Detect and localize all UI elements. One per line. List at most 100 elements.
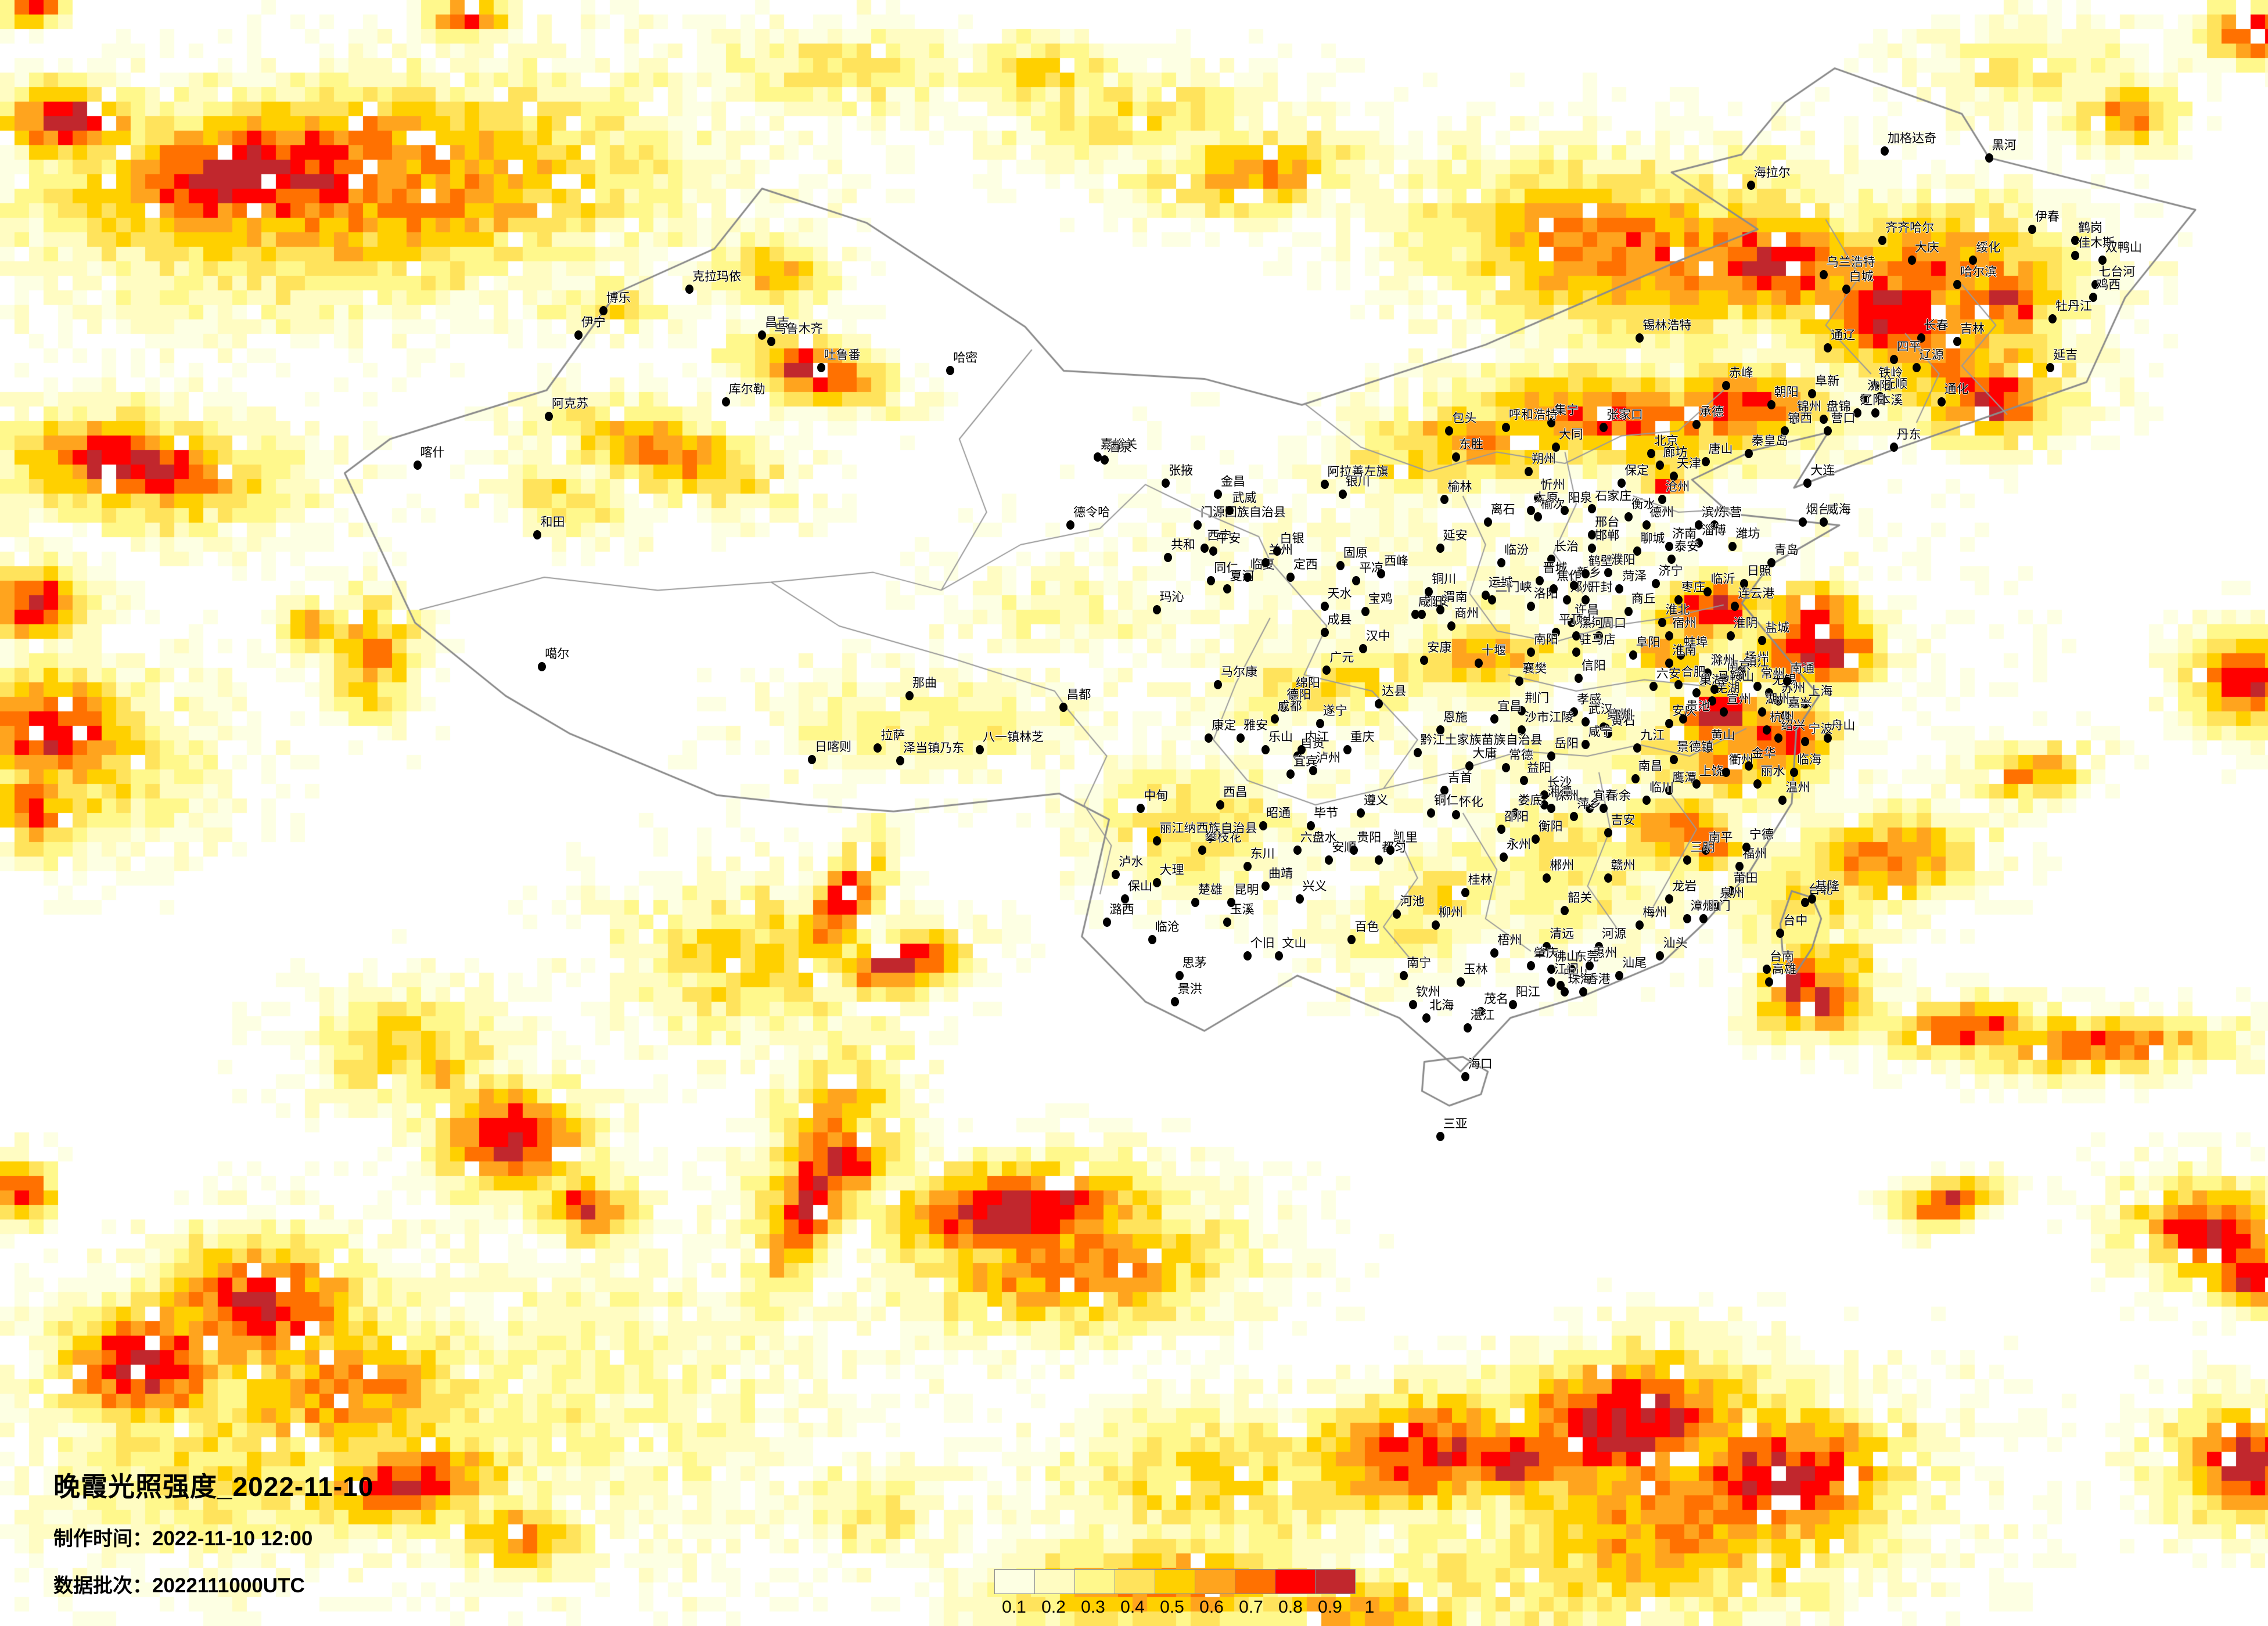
city-label: 滁州 bbox=[1710, 654, 1735, 668]
city-label: 潞西 bbox=[1109, 902, 1134, 916]
city-marker: 台中 bbox=[1776, 914, 1807, 938]
city-label: 武汉 bbox=[1588, 703, 1613, 717]
city-label: 马尔康 bbox=[1220, 665, 1257, 679]
city-label: 黔江土家族苗族自治县 bbox=[1420, 733, 1543, 747]
city-dot-icon bbox=[1237, 733, 1245, 743]
city-label: 丹东 bbox=[1896, 428, 1921, 441]
legend-tick-label: 0.9 bbox=[1318, 1598, 1342, 1617]
city-dot-icon bbox=[1501, 762, 1510, 772]
city-label: 保定 bbox=[1624, 463, 1649, 477]
city-label: 昭通 bbox=[1266, 807, 1291, 821]
city-label: 成县 bbox=[1327, 613, 1352, 627]
city-dot-icon bbox=[1352, 575, 1361, 585]
city-dot-icon bbox=[1701, 846, 1710, 855]
city-label: 钦州 bbox=[1415, 985, 1440, 999]
city-dot-icon bbox=[1799, 517, 1807, 527]
city-dot-icon bbox=[1066, 520, 1075, 530]
city-dot-icon bbox=[1710, 685, 1719, 695]
city-marker: 北京 bbox=[1647, 434, 1678, 459]
city-dot-icon bbox=[533, 530, 542, 540]
city-marker: 益阳 bbox=[1520, 761, 1551, 785]
city-label: 大庸 bbox=[1472, 746, 1497, 760]
city-label: 龙岩 bbox=[1672, 880, 1697, 894]
city-marker: 齐齐哈尔 bbox=[1878, 221, 1934, 246]
city-marker: 临川 bbox=[1642, 781, 1674, 805]
city-dot-icon bbox=[1889, 443, 1898, 452]
city-dot-icon bbox=[1497, 557, 1506, 567]
city-dot-icon bbox=[1216, 800, 1224, 810]
city-marker: 阜阳 bbox=[1629, 636, 1660, 660]
city-dot-icon bbox=[1207, 575, 1216, 585]
city-marker: 贵池 bbox=[1678, 700, 1710, 724]
city-label: 丽水 bbox=[1760, 764, 1785, 778]
city-label: 石家庄 bbox=[1595, 490, 1632, 503]
city-dot-icon bbox=[1526, 647, 1535, 657]
city-dot-icon bbox=[1642, 520, 1651, 530]
city-label: 黄山 bbox=[1710, 729, 1735, 742]
city-label: 宜昌 bbox=[1497, 699, 1522, 713]
city-marker: 新余 bbox=[1599, 789, 1631, 813]
legend-tick-label: 0.7 bbox=[1239, 1598, 1263, 1617]
legend-tick-label: 0.5 bbox=[1160, 1598, 1184, 1617]
city-label: 淮南 bbox=[1672, 644, 1697, 658]
city-marker: 大庆 bbox=[1907, 241, 1939, 265]
city-label: 青岛 bbox=[1774, 543, 1799, 557]
city-dot-icon bbox=[1647, 449, 1655, 459]
city-label: 定西 bbox=[1293, 558, 1318, 571]
city-marker: 六安 bbox=[1649, 667, 1681, 691]
city-label: 辽源 bbox=[1919, 348, 1944, 362]
city-dot-icon bbox=[1400, 971, 1408, 980]
city-dot-icon bbox=[1719, 673, 1728, 683]
city-marker: 锡林浩特 bbox=[1636, 319, 1691, 343]
city-label: 济宁 bbox=[1658, 564, 1683, 578]
city-marker: 丹东 bbox=[1889, 428, 1921, 452]
city-dot-icon bbox=[1547, 751, 1556, 761]
city-marker: 长春 bbox=[1917, 319, 1949, 343]
city-label: 盐城 bbox=[1765, 621, 1790, 635]
city-marker: 南昌 bbox=[1631, 760, 1663, 784]
city-dot-icon bbox=[1636, 333, 1644, 343]
city-label: 德州 bbox=[1649, 506, 1674, 520]
city-dot-icon bbox=[1728, 541, 1737, 551]
city-dot-icon bbox=[1889, 354, 1898, 364]
city-label: 海口 bbox=[1468, 1057, 1493, 1071]
city-label: 盘锦 bbox=[1826, 400, 1851, 414]
legend-tick-labels: 0.1 0.2 0.3 0.4 0.5 0.6 0.7 0.8 0.9 1 bbox=[994, 1598, 1374, 1621]
city-label: 六盘水 bbox=[1300, 831, 1337, 845]
city-dot-icon bbox=[2089, 293, 2098, 303]
city-dot-icon bbox=[1721, 380, 1730, 390]
city-label: 博乐 bbox=[606, 291, 631, 305]
city-dot-icon bbox=[1615, 584, 1624, 593]
city-marker: 伊春 bbox=[2028, 210, 2059, 234]
city-marker: 阳江 bbox=[1508, 985, 1540, 1010]
city-dot-icon bbox=[1985, 153, 1993, 163]
city-label: 蚌埠 bbox=[1683, 636, 1708, 650]
city-dot-icon bbox=[1223, 584, 1231, 593]
city-marker: 鹰潭 bbox=[1665, 771, 1696, 795]
city-marker: 三门峡 bbox=[1488, 581, 1532, 605]
city-dot-icon bbox=[896, 756, 905, 766]
city-dot-icon bbox=[807, 754, 816, 764]
city-dot-icon bbox=[946, 366, 955, 376]
city-label: 三亚 bbox=[1443, 1117, 1468, 1131]
city-label: 八一镇林芝 bbox=[982, 730, 1044, 744]
city-label: 渭南 bbox=[1443, 591, 1468, 604]
city-label: 景德镇 bbox=[1676, 740, 1713, 754]
city-dot-icon bbox=[1261, 744, 1270, 754]
city-dot-icon bbox=[1420, 655, 1429, 665]
city-dot-icon bbox=[1152, 605, 1161, 614]
city-label: 唐山 bbox=[1708, 443, 1733, 456]
city-dot-icon bbox=[1465, 761, 1474, 771]
city-marker: 西昌 bbox=[1216, 786, 1248, 810]
city-dot-icon bbox=[1508, 1000, 1517, 1010]
city-marker: 张掖 bbox=[1162, 464, 1193, 488]
city-marker: 锦西 bbox=[1781, 412, 1812, 436]
city-dot-icon bbox=[1288, 691, 1297, 701]
city-marker: 梅州 bbox=[1636, 906, 1667, 930]
city-label: 河池 bbox=[1400, 894, 1425, 908]
city-dot-icon bbox=[1581, 595, 1590, 605]
city-marker: 临海 bbox=[1789, 753, 1821, 777]
city-marker: 济宁 bbox=[1651, 564, 1683, 589]
city-dot-icon bbox=[1320, 480, 1329, 490]
city-dot-icon bbox=[1753, 681, 1762, 691]
